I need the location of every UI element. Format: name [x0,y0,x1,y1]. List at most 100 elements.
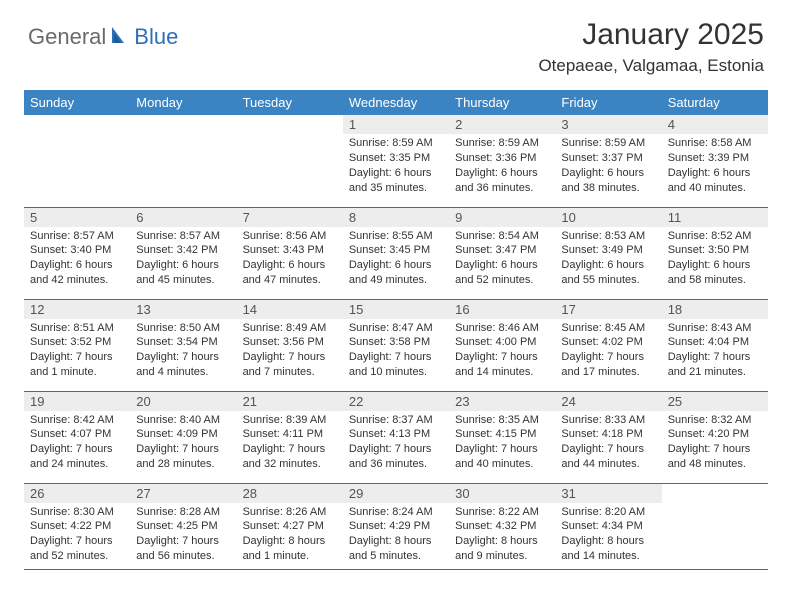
calendar-cell: 30Sunrise: 8:22 AMSunset: 4:32 PMDayligh… [449,483,555,569]
day-header: Monday [130,90,236,115]
detail-line: Sunset: 4:09 PM [136,427,230,442]
calendar-week: 26Sunrise: 8:30 AMSunset: 4:22 PMDayligh… [24,483,768,569]
day-number: 14 [237,300,343,319]
detail-line: Daylight: 6 hours [455,166,549,181]
detail-line: Daylight: 6 hours [561,258,655,273]
day-details: Sunrise: 8:56 AMSunset: 3:43 PMDaylight:… [237,227,343,292]
calendar-cell: 29Sunrise: 8:24 AMSunset: 4:29 PMDayligh… [343,483,449,569]
day-details: Sunrise: 8:40 AMSunset: 4:09 PMDaylight:… [130,411,236,476]
calendar-cell: 15Sunrise: 8:47 AMSunset: 3:58 PMDayligh… [343,299,449,391]
detail-line: Daylight: 6 hours [668,166,762,181]
calendar-cell: 27Sunrise: 8:28 AMSunset: 4:25 PMDayligh… [130,483,236,569]
detail-line: and 49 minutes. [349,273,443,288]
day-details: Sunrise: 8:49 AMSunset: 3:56 PMDaylight:… [237,319,343,384]
detail-line: Daylight: 7 hours [668,442,762,457]
day-details: Sunrise: 8:46 AMSunset: 4:00 PMDaylight:… [449,319,555,384]
day-number: 6 [130,208,236,227]
detail-line: Sunset: 4:00 PM [455,335,549,350]
calendar-cell: 26Sunrise: 8:30 AMSunset: 4:22 PMDayligh… [24,483,130,569]
calendar-cell: 8Sunrise: 8:55 AMSunset: 3:45 PMDaylight… [343,207,449,299]
detail-line: Daylight: 7 hours [561,442,655,457]
day-header: Saturday [662,90,768,115]
calendar-cell: 1Sunrise: 8:59 AMSunset: 3:35 PMDaylight… [343,115,449,207]
calendar-week: 1Sunrise: 8:59 AMSunset: 3:35 PMDaylight… [24,115,768,207]
calendar-cell: 31Sunrise: 8:20 AMSunset: 4:34 PMDayligh… [555,483,661,569]
logo-sail-icon [110,25,132,50]
detail-line: and 7 minutes. [243,365,337,380]
detail-line: and 4 minutes. [136,365,230,380]
calendar-cell [662,483,768,569]
day-number: 10 [555,208,661,227]
detail-line: Sunset: 3:42 PM [136,243,230,258]
day-number: 9 [449,208,555,227]
day-details: Sunrise: 8:35 AMSunset: 4:15 PMDaylight:… [449,411,555,476]
detail-line: and 1 minute. [30,365,124,380]
day-details: Sunrise: 8:51 AMSunset: 3:52 PMDaylight:… [24,319,130,384]
detail-line: Sunset: 4:25 PM [136,519,230,534]
detail-line: Sunrise: 8:58 AM [668,136,762,151]
detail-line: Sunrise: 8:52 AM [668,229,762,244]
detail-line: Daylight: 7 hours [349,350,443,365]
calendar-header-row: SundayMondayTuesdayWednesdayThursdayFrid… [24,90,768,115]
detail-line: Sunrise: 8:37 AM [349,413,443,428]
detail-line: Sunset: 4:11 PM [243,427,337,442]
detail-line: Daylight: 8 hours [561,534,655,549]
day-number: 12 [24,300,130,319]
day-details: Sunrise: 8:28 AMSunset: 4:25 PMDaylight:… [130,503,236,568]
day-number: 17 [555,300,661,319]
day-details: Sunrise: 8:58 AMSunset: 3:39 PMDaylight:… [662,134,768,199]
calendar-week: 19Sunrise: 8:42 AMSunset: 4:07 PMDayligh… [24,391,768,483]
detail-line: Sunrise: 8:35 AM [455,413,549,428]
detail-line: Sunrise: 8:46 AM [455,321,549,336]
detail-line: Daylight: 6 hours [455,258,549,273]
day-details: Sunrise: 8:24 AMSunset: 4:29 PMDaylight:… [343,503,449,568]
day-details: Sunrise: 8:53 AMSunset: 3:49 PMDaylight:… [555,227,661,292]
detail-line: Sunrise: 8:39 AM [243,413,337,428]
detail-line: Daylight: 8 hours [243,534,337,549]
calendar-cell: 24Sunrise: 8:33 AMSunset: 4:18 PMDayligh… [555,391,661,483]
day-number [24,115,130,119]
day-number: 18 [662,300,768,319]
day-details: Sunrise: 8:33 AMSunset: 4:18 PMDaylight:… [555,411,661,476]
detail-line: Sunrise: 8:32 AM [668,413,762,428]
day-details: Sunrise: 8:43 AMSunset: 4:04 PMDaylight:… [662,319,768,384]
detail-line: Sunset: 3:49 PM [561,243,655,258]
detail-line: Sunrise: 8:45 AM [561,321,655,336]
detail-line: Daylight: 8 hours [455,534,549,549]
calendar-table: SundayMondayTuesdayWednesdayThursdayFrid… [24,90,768,570]
detail-line: Sunset: 4:13 PM [349,427,443,442]
calendar-cell [237,115,343,207]
day-number: 30 [449,484,555,503]
detail-line: and 35 minutes. [349,181,443,196]
detail-line: Daylight: 7 hours [30,534,124,549]
header: General Blue January 2025 Otepaeae, Valg… [0,0,792,84]
detail-line: Sunset: 3:37 PM [561,151,655,166]
day-number: 29 [343,484,449,503]
detail-line: Sunset: 3:56 PM [243,335,337,350]
day-number [130,115,236,119]
logo: General Blue [28,24,178,50]
detail-line: Sunset: 3:58 PM [349,335,443,350]
detail-line: and 32 minutes. [243,457,337,472]
detail-line: Sunrise: 8:57 AM [30,229,124,244]
detail-line: Sunrise: 8:40 AM [136,413,230,428]
detail-line: Daylight: 7 hours [455,350,549,365]
detail-line: Sunset: 4:15 PM [455,427,549,442]
day-number: 31 [555,484,661,503]
detail-line: and 58 minutes. [668,273,762,288]
detail-line: Sunset: 4:18 PM [561,427,655,442]
detail-line: Daylight: 6 hours [561,166,655,181]
calendar-cell: 13Sunrise: 8:50 AMSunset: 3:54 PMDayligh… [130,299,236,391]
day-details: Sunrise: 8:59 AMSunset: 3:37 PMDaylight:… [555,134,661,199]
detail-line: Sunset: 3:35 PM [349,151,443,166]
detail-line: Daylight: 6 hours [668,258,762,273]
detail-line: Daylight: 6 hours [349,258,443,273]
detail-line: and 9 minutes. [455,549,549,564]
detail-line: and 14 minutes. [561,549,655,564]
detail-line: and 21 minutes. [668,365,762,380]
day-header: Friday [555,90,661,115]
detail-line: Daylight: 7 hours [30,350,124,365]
detail-line: Daylight: 7 hours [455,442,549,457]
calendar-cell: 7Sunrise: 8:56 AMSunset: 3:43 PMDaylight… [237,207,343,299]
detail-line: Sunset: 4:22 PM [30,519,124,534]
